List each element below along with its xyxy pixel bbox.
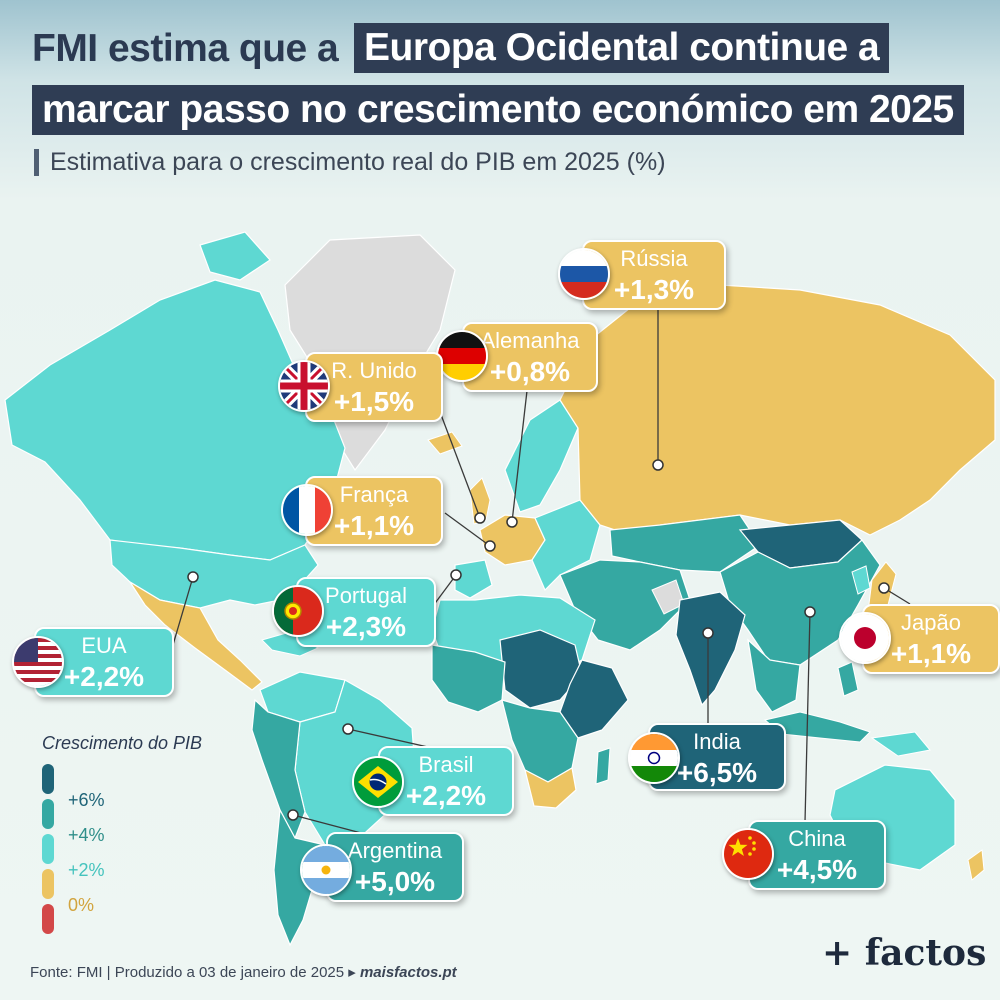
country-value: +2,2% xyxy=(63,661,145,692)
andes-shape xyxy=(251,698,306,840)
country-name: EUA xyxy=(81,633,127,658)
scandinavia-shape xyxy=(504,399,579,513)
japan-flag-icon xyxy=(839,612,891,664)
india-flag-icon xyxy=(628,732,680,784)
russia-shape xyxy=(559,284,996,536)
madagascar-shape xyxy=(595,747,611,785)
iberia-shape xyxy=(454,559,493,599)
country-value: +5,0% xyxy=(354,866,436,897)
leader-lines xyxy=(169,305,911,839)
usa-flag-icon xyxy=(12,636,64,688)
callout-china: China +4,5% xyxy=(748,820,886,890)
germany-flag-icon xyxy=(436,330,488,382)
legend-swatch xyxy=(42,869,54,899)
portugal-flag-icon xyxy=(272,585,324,637)
legend-label: +4% xyxy=(68,825,105,845)
brazil-flag-icon xyxy=(352,756,404,808)
new-guinea-shape xyxy=(870,731,931,757)
source-note: Fonte: FMI | Produzido a 03 de janeiro d… xyxy=(30,963,457,981)
country-value: +2,3% xyxy=(325,611,407,642)
subtitle: Estimativa para o crescimento real do PI… xyxy=(50,148,666,176)
country-name: Brasil xyxy=(418,752,474,777)
country-name: India xyxy=(693,729,741,754)
legend-swatch xyxy=(42,799,54,829)
iceland-shape xyxy=(427,431,463,455)
country-name: Alemanha xyxy=(480,328,580,353)
country-value: +1,3% xyxy=(613,274,695,305)
brand-logo: + factos xyxy=(822,932,987,974)
location-dots xyxy=(187,459,890,821)
source-site: maisfactos.pt xyxy=(359,964,457,981)
south-africa-shape xyxy=(524,767,577,809)
title-part-3: marcar passo no crescimento económico em… xyxy=(32,85,964,135)
legend-label: +6% xyxy=(68,790,105,810)
country-name: França xyxy=(339,482,409,507)
russia-flag-icon xyxy=(558,248,610,300)
china-flag-icon xyxy=(722,828,774,880)
mexico-shape xyxy=(129,581,263,691)
country-name: Rússia xyxy=(620,246,688,271)
legend-swatch xyxy=(42,834,54,864)
country-value: +1,1% xyxy=(333,510,415,541)
legend-swatch xyxy=(42,904,54,934)
argentina-shape xyxy=(273,807,326,947)
title-part-2: Europa Ocidental continue a xyxy=(354,23,890,73)
country-value: +6,5% xyxy=(676,757,758,788)
subtitle-bar xyxy=(34,149,39,176)
country-name: China xyxy=(788,826,846,851)
new-zealand-shape xyxy=(967,849,985,881)
country-value: +4,5% xyxy=(776,854,858,885)
legend-swatch xyxy=(42,764,54,794)
central-asia-shape xyxy=(609,514,761,573)
callout-france: França +1,1% xyxy=(305,476,443,546)
country-value: +1,5% xyxy=(333,386,415,417)
legend-title: Crescimento do PIB xyxy=(42,733,203,753)
argentina-flag-icon xyxy=(300,844,352,896)
uk-flag-icon xyxy=(278,360,330,412)
country-name: Argentina xyxy=(347,838,443,863)
title-part-1: FMI estima que a xyxy=(32,27,339,70)
country-name: R. Unido xyxy=(331,358,417,383)
india-shape xyxy=(675,591,746,707)
country-name: Japão xyxy=(901,610,961,635)
source-text: Fonte: FMI | Produzido a 03 de janeiro d… xyxy=(30,964,356,981)
east-africa-shape xyxy=(559,659,629,739)
country-name: Portugal xyxy=(325,583,407,608)
legend-label: +2% xyxy=(68,860,105,880)
southeast-asia-shape xyxy=(747,638,801,713)
country-value: +0,8% xyxy=(489,356,571,387)
indonesia-shape xyxy=(763,711,871,743)
uk-shape xyxy=(469,477,491,525)
west-africa-shape xyxy=(431,644,506,713)
country-value: +1,1% xyxy=(890,638,972,669)
legend-label: 0% xyxy=(68,895,95,915)
country-value: +2,2% xyxy=(405,780,487,811)
korea-shape xyxy=(851,565,871,595)
france-flag-icon xyxy=(281,484,333,536)
philippines-shape xyxy=(837,661,859,697)
arctic-island-shape xyxy=(199,231,271,281)
